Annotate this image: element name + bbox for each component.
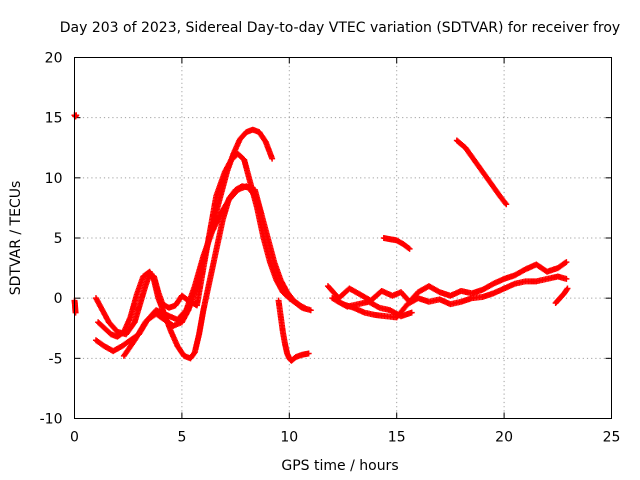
data-point [408, 309, 415, 316]
data-point [503, 201, 510, 208]
y-tick-label: 20 [45, 51, 63, 67]
plot-frame [74, 57, 612, 419]
data-point [305, 350, 312, 357]
series-arc-start [71, 112, 80, 120]
y-tick-label: 10 [45, 171, 63, 187]
axis-ticks: 0 5 10 15 20 25 -10 -5 0 5 10 15 20 [40, 51, 621, 446]
series-arc-i [453, 137, 510, 208]
x-tick-label: 25 [603, 430, 621, 446]
data-point [405, 245, 412, 252]
data-point [258, 210, 265, 217]
series-arc-start-low [71, 297, 79, 316]
series-arc-g [329, 273, 570, 321]
data-point [563, 286, 570, 293]
data-point [269, 155, 276, 162]
x-tick-label: 15 [388, 430, 406, 446]
y-tick-label: 15 [45, 111, 63, 127]
y-tick-label: -5 [49, 351, 63, 367]
y-tick-label: -10 [40, 412, 63, 428]
y-tick-label: 5 [54, 231, 63, 247]
chart-title: Day 203 of 2023, Sidereal Day-to-day VTE… [60, 20, 620, 36]
x-tick-label: 20 [495, 430, 513, 446]
x-axis-label: GPS time / hours [281, 458, 398, 474]
data-point [563, 275, 570, 282]
data-point [564, 285, 571, 292]
data-point [562, 259, 569, 266]
data-point [406, 245, 413, 252]
series-arc-b [92, 126, 276, 355]
series-arc-j [380, 235, 413, 252]
data-point [563, 259, 570, 266]
data-point [307, 307, 314, 314]
data-point [72, 309, 79, 316]
x-tick-label: 10 [280, 430, 298, 446]
series-arc-h [333, 297, 415, 320]
data-series [71, 112, 571, 364]
series-arc-d [120, 183, 265, 359]
grid-lines [74, 57, 612, 419]
series-arc-e [275, 297, 312, 364]
y-tick-label: 0 [54, 291, 63, 307]
data-point [303, 305, 310, 312]
series-arc-k [552, 285, 571, 306]
x-tick-label: 0 [70, 430, 79, 446]
x-tick-label: 5 [177, 430, 186, 446]
y-axis-label: SDTVAR / TECUs [8, 181, 24, 296]
data-point [502, 200, 509, 207]
